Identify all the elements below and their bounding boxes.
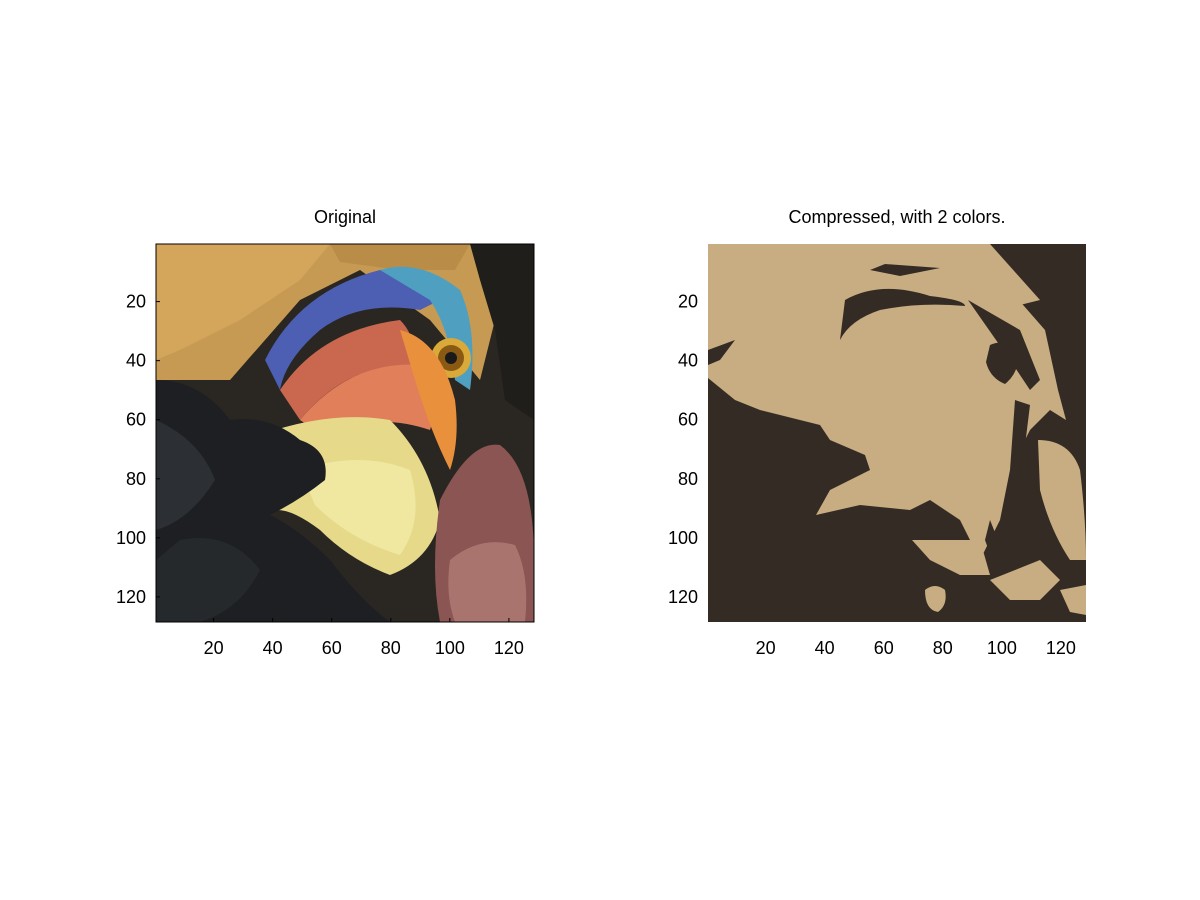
compressed-image [708, 244, 1086, 622]
axes-frame-original [155, 243, 535, 623]
y-tick-label-original: 60 [126, 410, 146, 430]
x-tick-label-compressed: 80 [933, 638, 953, 658]
y-tick-label-compressed: 80 [678, 469, 698, 489]
x-tick-label-original: 80 [381, 638, 401, 658]
subplot-title-compressed: Compressed, with 2 colors. [788, 207, 1005, 227]
ticks-compressed: 20 40 60 80 100 120 20 40 60 80 100 120 [668, 292, 1076, 658]
x-tick-label-compressed: 120 [1046, 638, 1076, 658]
x-tick-label-original: 60 [322, 638, 342, 658]
subplot-compressed: Compressed, with 2 colors. 20 40 60 80 100 12… [668, 207, 1086, 658]
x-tick-label-original: 120 [494, 638, 524, 658]
x-tick-label-compressed: 60 [874, 638, 894, 658]
x-tick-label-original: 40 [263, 638, 283, 658]
subplot-title-original: Original [314, 207, 376, 227]
y-tick-label-original: 20 [126, 292, 146, 312]
x-tick-label-original: 20 [204, 638, 224, 658]
x-tick-label-compressed: 40 [815, 638, 835, 658]
x-tick-label-compressed: 100 [987, 638, 1017, 658]
y-tick-label-original: 100 [116, 528, 146, 548]
y-tick-label-compressed: 20 [678, 292, 698, 312]
y-tick-label-original: 120 [116, 587, 146, 607]
y-tick-label-compressed: 100 [668, 528, 698, 548]
y-tick-label-compressed: 60 [678, 410, 698, 430]
y-tick-label-original: 80 [126, 469, 146, 489]
x-tick-label-compressed: 20 [756, 638, 776, 658]
ticks-original: 20 40 60 80 100 120 20 40 60 80 100 120 [116, 292, 524, 658]
subplot-original: Original [116, 207, 535, 658]
y-tick-label-compressed: 40 [678, 351, 698, 371]
original-image [156, 244, 534, 622]
x-tick-label-original: 100 [435, 638, 465, 658]
y-tick-label-original: 40 [126, 351, 146, 371]
y-tick-label-compressed: 120 [668, 587, 698, 607]
